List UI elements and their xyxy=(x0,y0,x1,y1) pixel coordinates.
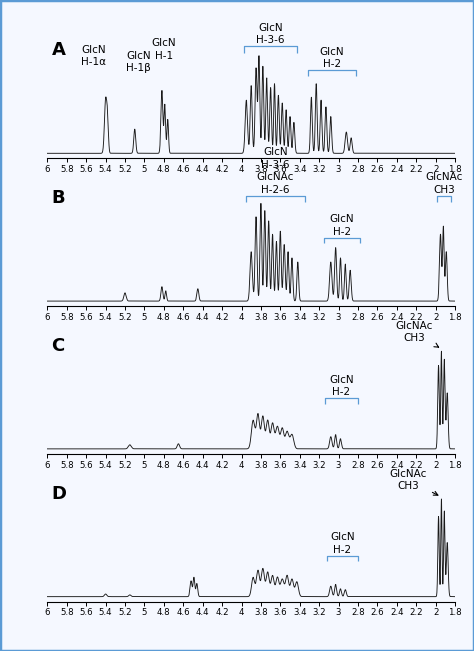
Text: GlcNAc
CH3: GlcNAc CH3 xyxy=(396,321,438,347)
Text: GlcN
H-2: GlcN H-2 xyxy=(319,47,344,70)
Text: C: C xyxy=(52,337,65,355)
Text: GlcN
H-3-6
GlcNAc
H-2-6: GlcN H-3-6 GlcNAc H-2-6 xyxy=(257,147,294,195)
Text: GlcNAc
CH3: GlcNAc CH3 xyxy=(390,469,438,495)
Text: A: A xyxy=(52,42,65,59)
Text: GlcN
H-3-6: GlcN H-3-6 xyxy=(256,23,285,45)
Text: GlcNAc
CH3: GlcNAc CH3 xyxy=(425,173,463,195)
Text: GlcN
H-2: GlcN H-2 xyxy=(330,533,355,555)
Text: GlcN
H-2: GlcN H-2 xyxy=(329,214,354,236)
Text: GlcN
H-1β: GlcN H-1β xyxy=(126,51,151,74)
Text: GlcN
H-1α: GlcN H-1α xyxy=(82,45,107,68)
Text: D: D xyxy=(52,485,66,503)
Text: GlcN
H-2: GlcN H-2 xyxy=(329,375,354,397)
Text: B: B xyxy=(52,189,65,207)
Text: GlcN
H-1: GlcN H-1 xyxy=(152,38,176,61)
